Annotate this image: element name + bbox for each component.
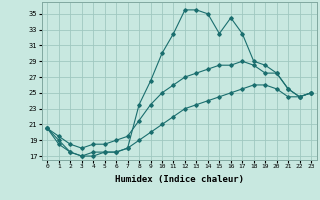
X-axis label: Humidex (Indice chaleur): Humidex (Indice chaleur) bbox=[115, 175, 244, 184]
